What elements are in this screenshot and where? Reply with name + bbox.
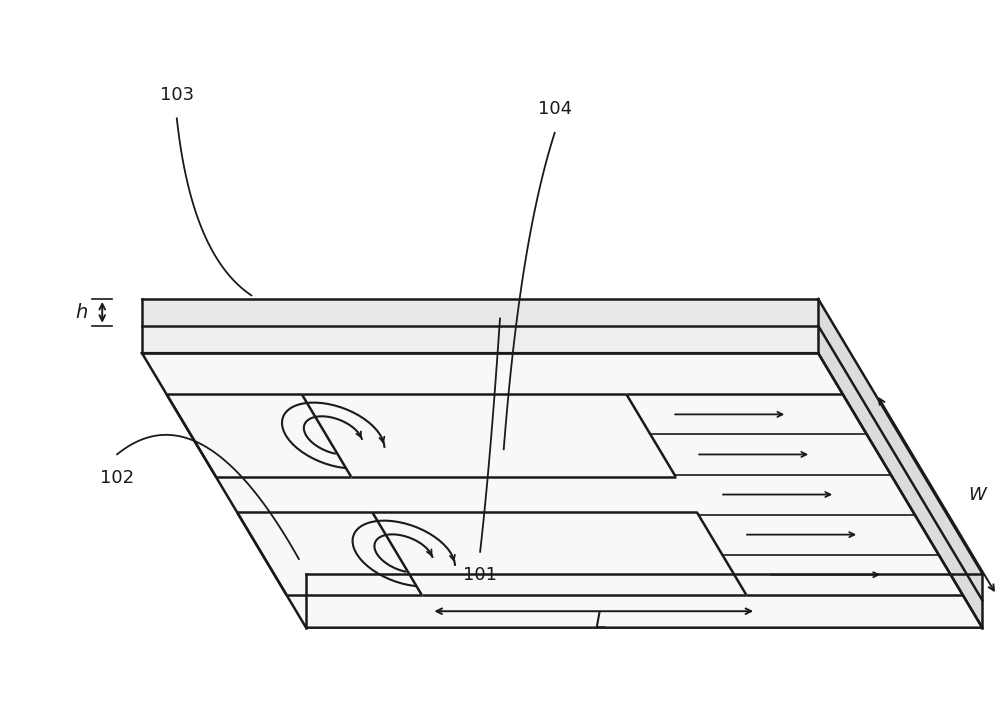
Text: L: L	[595, 612, 606, 632]
Text: 104: 104	[538, 100, 572, 119]
Text: 102: 102	[100, 469, 134, 487]
Text: h: h	[75, 303, 87, 322]
Polygon shape	[142, 353, 982, 628]
Polygon shape	[818, 299, 982, 628]
Polygon shape	[142, 299, 818, 325]
Text: W: W	[969, 486, 986, 504]
Polygon shape	[142, 325, 818, 353]
Text: 101: 101	[463, 566, 497, 585]
Text: 103: 103	[160, 86, 194, 104]
